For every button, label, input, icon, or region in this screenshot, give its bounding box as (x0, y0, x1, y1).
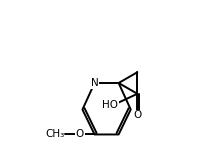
Text: CH₃: CH₃ (45, 129, 64, 139)
Text: N: N (91, 78, 98, 88)
Text: HO: HO (102, 100, 118, 110)
Text: O: O (76, 129, 84, 139)
Text: O: O (133, 110, 141, 120)
